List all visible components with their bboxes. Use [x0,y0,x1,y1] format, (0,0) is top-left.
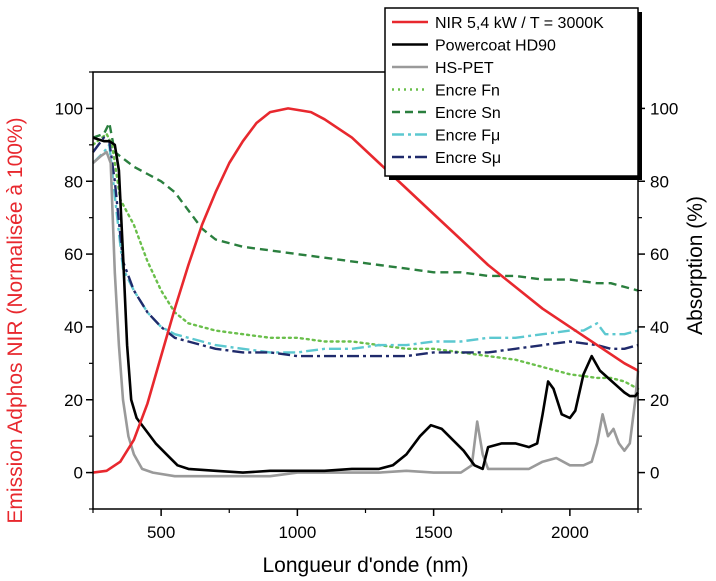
x-tick-label-1: 1000 [278,523,316,542]
x-tick-label-0: 500 [147,523,175,542]
y-left-tick-label-4: 80 [64,172,83,191]
legend-label-3: Encre Fn [435,83,500,100]
x-axis-title: Longueur d'onde (nm) [263,554,469,577]
y-right-tick-label-2: 40 [650,318,669,337]
y-axis-left-title: Emission Adphos NIR (Normalisée à 100%) [4,117,27,523]
legend-box [385,8,638,176]
legend-label-5: Encre Fμ [435,128,500,145]
y-right-tick-label-3: 60 [650,245,669,264]
legend-label-2: HS-PET [435,60,494,77]
y-right-tick-label-1: 20 [650,391,669,410]
y-right-tick-label-4: 80 [650,172,669,191]
x-tick-label-3: 2000 [551,523,589,542]
legend: NIR 5,4 kW / T = 3000K Powercoat HD90 HS-P… [385,8,642,180]
legend-label-4: Encre Sn [435,105,501,122]
y-left-tick-label-2: 40 [64,318,83,337]
x-tick-label-2: 1500 [415,523,453,542]
legend-label-1: Powercoat HD90 [435,38,556,55]
y-left-tick-label-1: 20 [64,391,83,410]
y-axis-right-title: Absorption (%) [684,196,707,335]
y-left-tick-label-0: 0 [74,464,83,483]
y-right-tick-label-5: 100 [650,99,678,118]
legend-label-0: NIR 5,4 kW / T = 3000K [435,15,604,32]
y-left-tick-label-5: 100 [55,99,83,118]
y-left-tick-label-3: 60 [64,245,83,264]
y-right-tick-label-0: 0 [650,464,659,483]
legend-label-6: Encre Sμ [435,150,501,167]
